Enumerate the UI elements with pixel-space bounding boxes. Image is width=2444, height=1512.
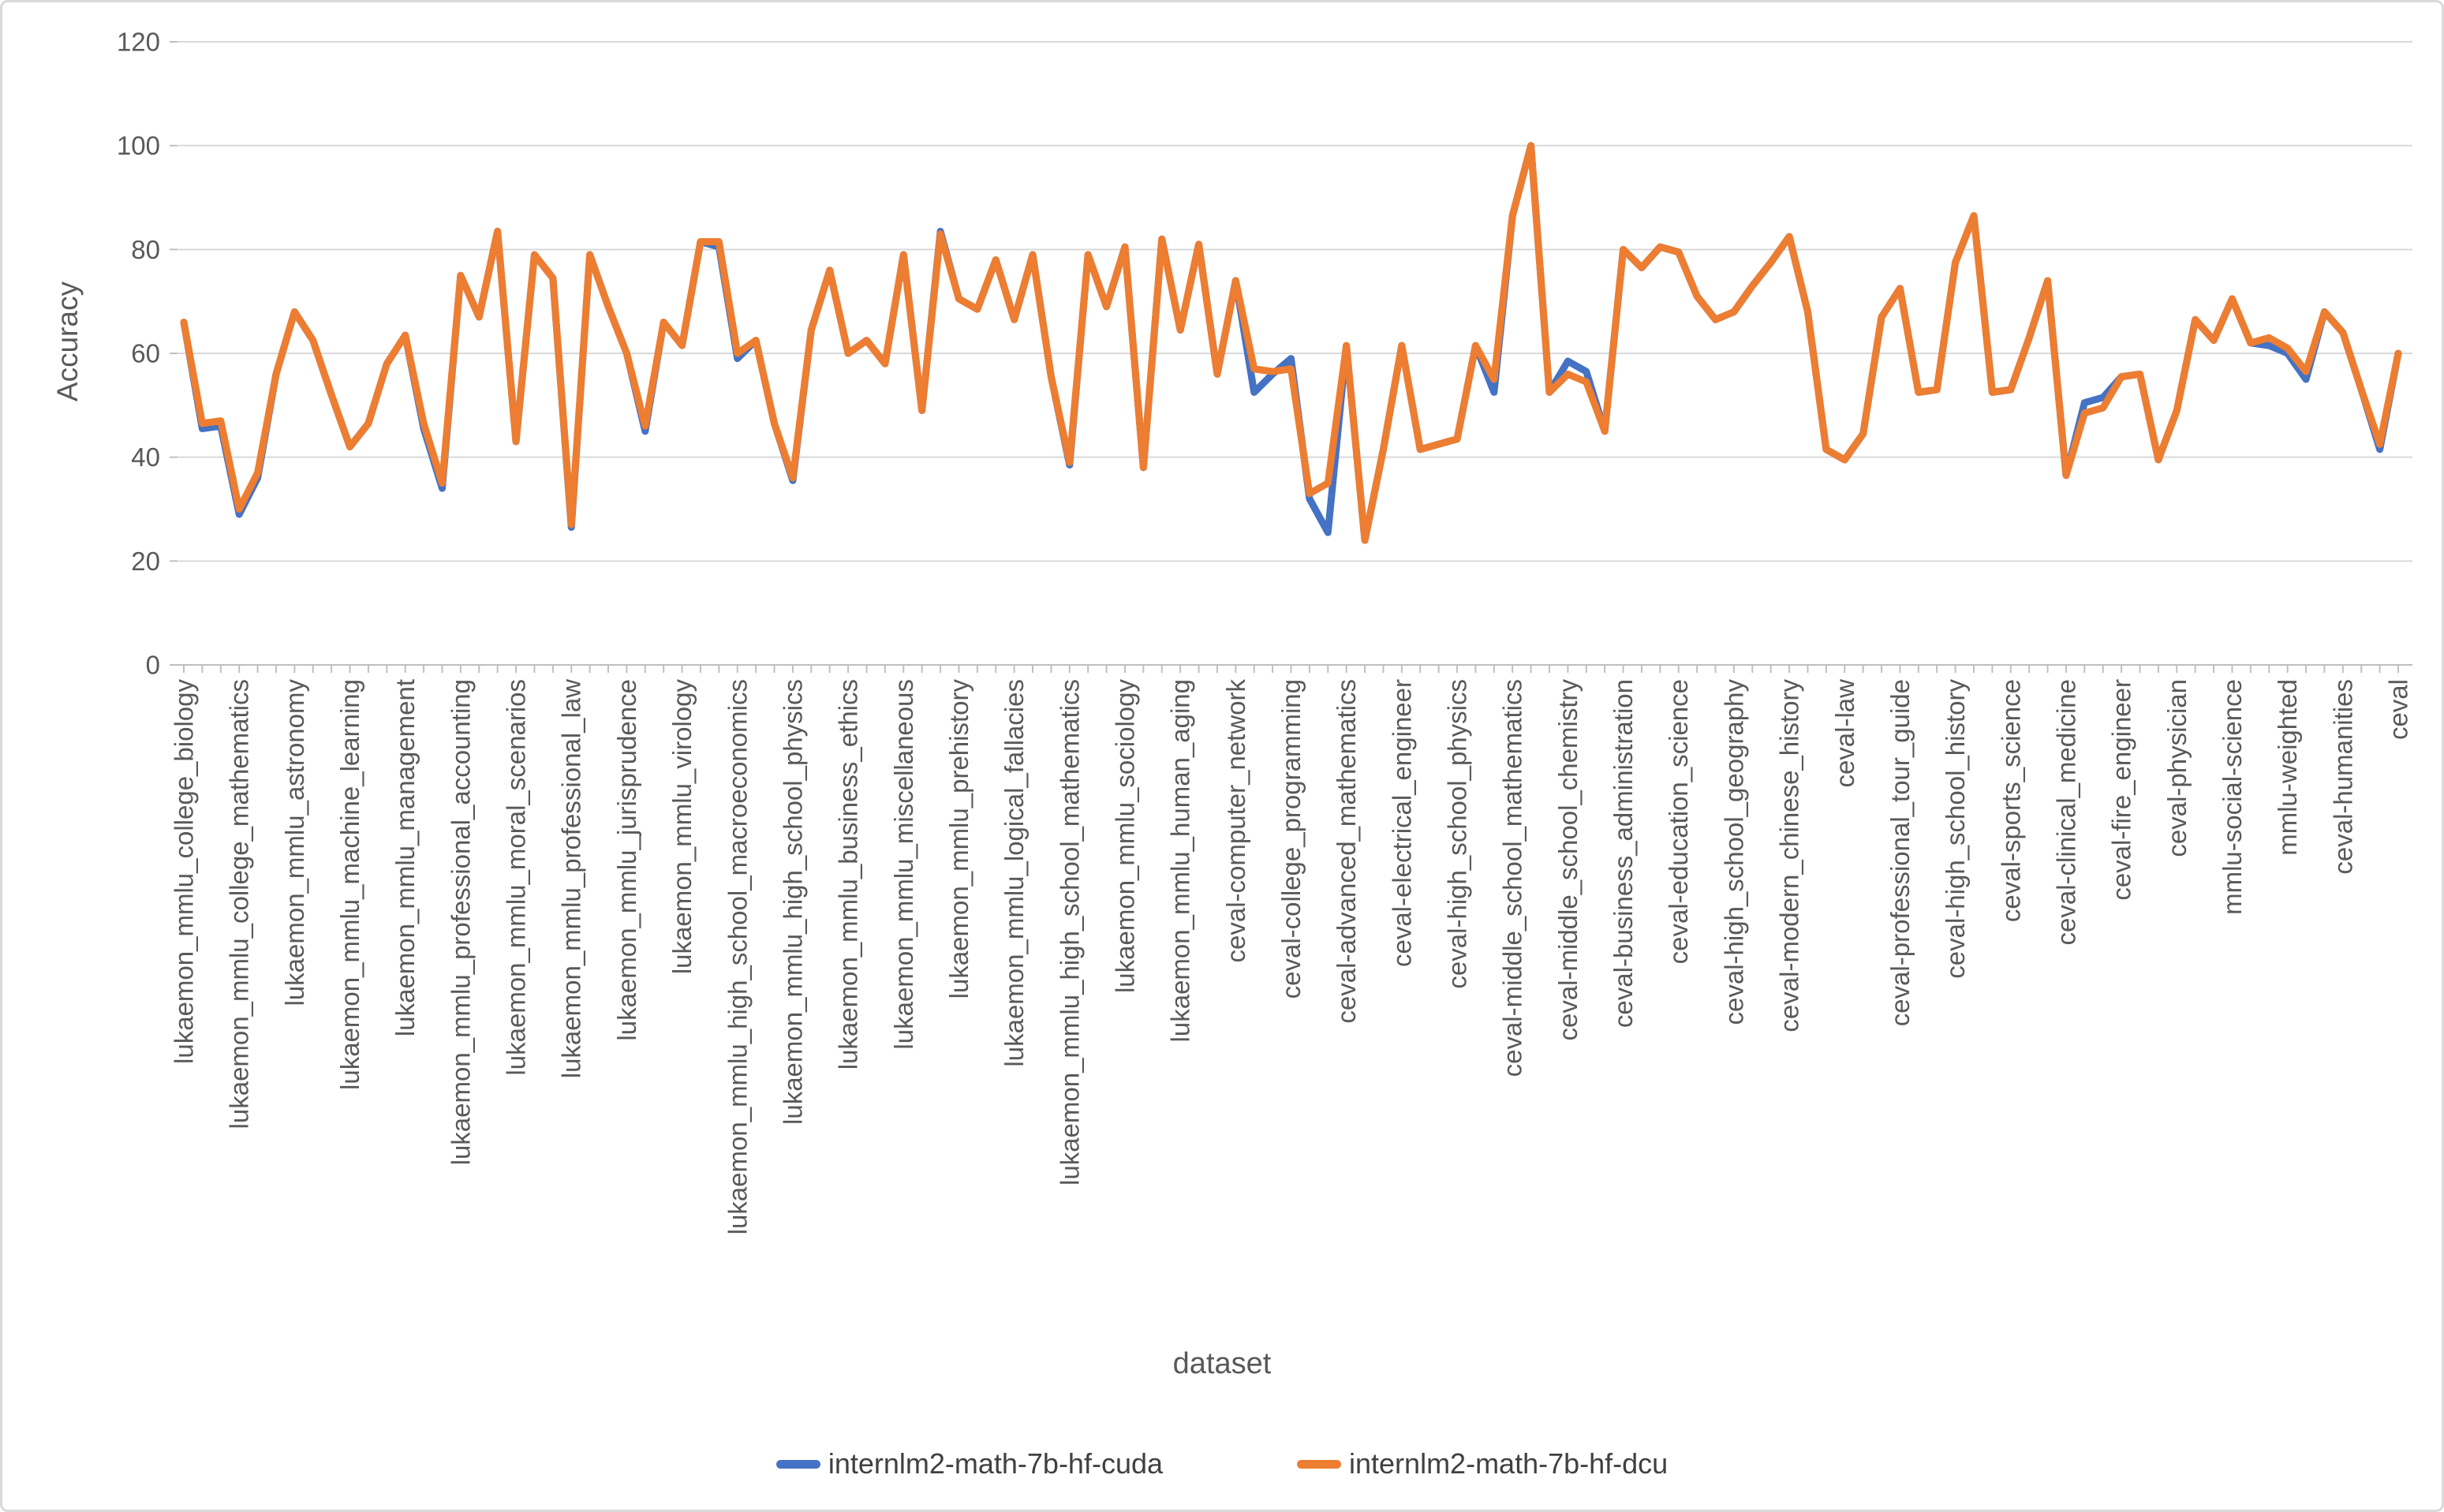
x-tick-label-lukaemon_mmlu_prehistory: lukaemon_mmlu_prehistory xyxy=(944,679,973,999)
x-tick-label-ceval-electrical_engineer: ceval-electrical_engineer xyxy=(1387,679,1416,967)
legend-label-dcu: internlm2-math-7b-hf-dcu xyxy=(1349,1447,1669,1480)
series-line-internlm2-math-7b-hf-dcu[interactable] xyxy=(180,142,2402,544)
x-tick-label-lukaemon_mmlu_human_aging: lukaemon_mmlu_human_aging xyxy=(1166,679,1195,1042)
y-tick-label: 100 xyxy=(117,131,160,160)
y-tick-label: 0 xyxy=(146,651,160,680)
x-tick-label-lukaemon_mmlu_miscellaneous: lukaemon_mmlu_miscellaneous xyxy=(889,679,918,1050)
x-tick-label-lukaemon_mmlu_professional_accounting: lukaemon_mmlu_professional_accounting xyxy=(446,679,475,1165)
x-tick-label-ceval-fire_engineer: ceval-fire_engineer xyxy=(2107,679,2136,901)
x-tick-label-ceval-middle_school_chemistry: ceval-middle_school_chemistry xyxy=(1553,679,1583,1041)
y-tick-label: 20 xyxy=(131,547,160,576)
x-tick-label-ceval-high_school_history: ceval-high_school_history xyxy=(1941,679,1970,979)
x-tick-label-ceval-high_school_geography: ceval-high_school_geography xyxy=(1719,679,1748,1025)
y-tick-label: 60 xyxy=(131,339,160,368)
x-tick-label-ceval-law: ceval-law xyxy=(1830,679,1859,788)
y-tick-label: 40 xyxy=(131,442,160,472)
x-tick-label-ceval-advanced_mathematics: ceval-advanced_mathematics xyxy=(1332,679,1361,1024)
legend-item-cuda[interactable]: internlm2-math-7b-hf-cuda xyxy=(775,1447,1164,1480)
x-tick-label-ceval-clinical_medicine: ceval-clinical_medicine xyxy=(2051,679,2080,945)
x-tick-label-lukaemon_mmlu_jurisprudence: lukaemon_mmlu_jurisprudence xyxy=(612,679,641,1041)
series-line-internlm2-math-7b-hf-cuda[interactable] xyxy=(180,142,2402,544)
x-tick-label-lukaemon_mmlu_moral_scenarios: lukaemon_mmlu_moral_scenarios xyxy=(502,679,531,1076)
y-tick-label: 80 xyxy=(131,235,160,264)
x-tick-label-ceval: ceval xyxy=(2384,679,2413,740)
x-tick-label-mmlu-social-science: mmlu-social-science xyxy=(2218,679,2247,915)
x-tick-label-lukaemon_mmlu_college_mathematics: lukaemon_mmlu_college_mathematics xyxy=(225,679,254,1129)
x-tick-label-lukaemon_mmlu_high_school_physics: lukaemon_mmlu_high_school_physics xyxy=(778,679,807,1125)
x-axis-title: dataset xyxy=(1172,1347,1272,1380)
legend-swatch-dcu-icon xyxy=(1297,1459,1342,1469)
legend: internlm2-math-7b-hf-cuda internlm2-math… xyxy=(2,1447,2442,1480)
x-tick-label-ceval-computer_network: ceval-computer_network xyxy=(1221,679,1250,963)
x-tick-label-ceval-education_science: ceval-education_science xyxy=(1664,679,1693,964)
x-tick-label-ceval-humanities: ceval-humanities xyxy=(2328,679,2357,875)
x-tick-label-lukaemon_mmlu_sociology: lukaemon_mmlu_sociology xyxy=(1110,679,1139,994)
x-tick-label-lukaemon_mmlu_business_ethics: lukaemon_mmlu_business_ethics xyxy=(834,679,863,1070)
legend-label-cuda: internlm2-math-7b-hf-cuda xyxy=(828,1447,1164,1480)
x-tick-label-ceval-middle_school_mathematics: ceval-middle_school_mathematics xyxy=(1498,679,1527,1077)
x-tick-label-lukaemon_mmlu_management: lukaemon_mmlu_management xyxy=(391,679,420,1036)
x-tick-label-lukaemon_mmlu_logical_fallacies: lukaemon_mmlu_logical_fallacies xyxy=(1000,679,1029,1067)
x-tick-label-lukaemon_mmlu_high_school_macroeconomics: lukaemon_mmlu_high_school_macroeconomics xyxy=(723,679,752,1234)
legend-item-dcu[interactable]: internlm2-math-7b-hf-dcu xyxy=(1297,1447,1668,1480)
x-tick-label-ceval-college_programming: ceval-college_programming xyxy=(1276,679,1306,999)
x-tick-label-lukaemon_mmlu_high_school_mathematics: lukaemon_mmlu_high_school_mathematics xyxy=(1055,679,1084,1185)
x-tick-label-lukaemon_mmlu_astronomy: lukaemon_mmlu_astronomy xyxy=(280,679,309,1006)
x-tick-label-lukaemon_mmlu_machine_learning: lukaemon_mmlu_machine_learning xyxy=(335,679,364,1090)
x-tick-label-lukaemon_mmlu_college_biology: lukaemon_mmlu_college_biology xyxy=(170,679,199,1064)
legend-swatch-cuda-icon xyxy=(775,1459,820,1469)
x-tick-label-lukaemon_mmlu_virology: lukaemon_mmlu_virology xyxy=(667,679,697,975)
y-tick-label: 120 xyxy=(117,28,160,57)
x-tick-label-ceval-modern_chinese_history: ceval-modern_chinese_history xyxy=(1775,679,1804,1032)
x-tick-label-ceval-sports_science: ceval-sports_science xyxy=(1996,679,2025,922)
x-tick-label-ceval-professional_tour_guide: ceval-professional_tour_guide xyxy=(1885,679,1915,1026)
x-tick-label-lukaemon_mmlu_professional_law: lukaemon_mmlu_professional_law xyxy=(557,679,586,1078)
x-tick-label-mmlu-weighted: mmlu-weighted xyxy=(2273,679,2302,856)
x-tick-label-ceval-physician: ceval-physician xyxy=(2162,679,2192,857)
x-tick-label-ceval-business_administration: ceval-business_administration xyxy=(1609,679,1638,1028)
y-axis-title: Accuracy xyxy=(51,281,84,402)
x-tick-label-ceval-high_school_physics: ceval-high_school_physics xyxy=(1443,679,1472,989)
